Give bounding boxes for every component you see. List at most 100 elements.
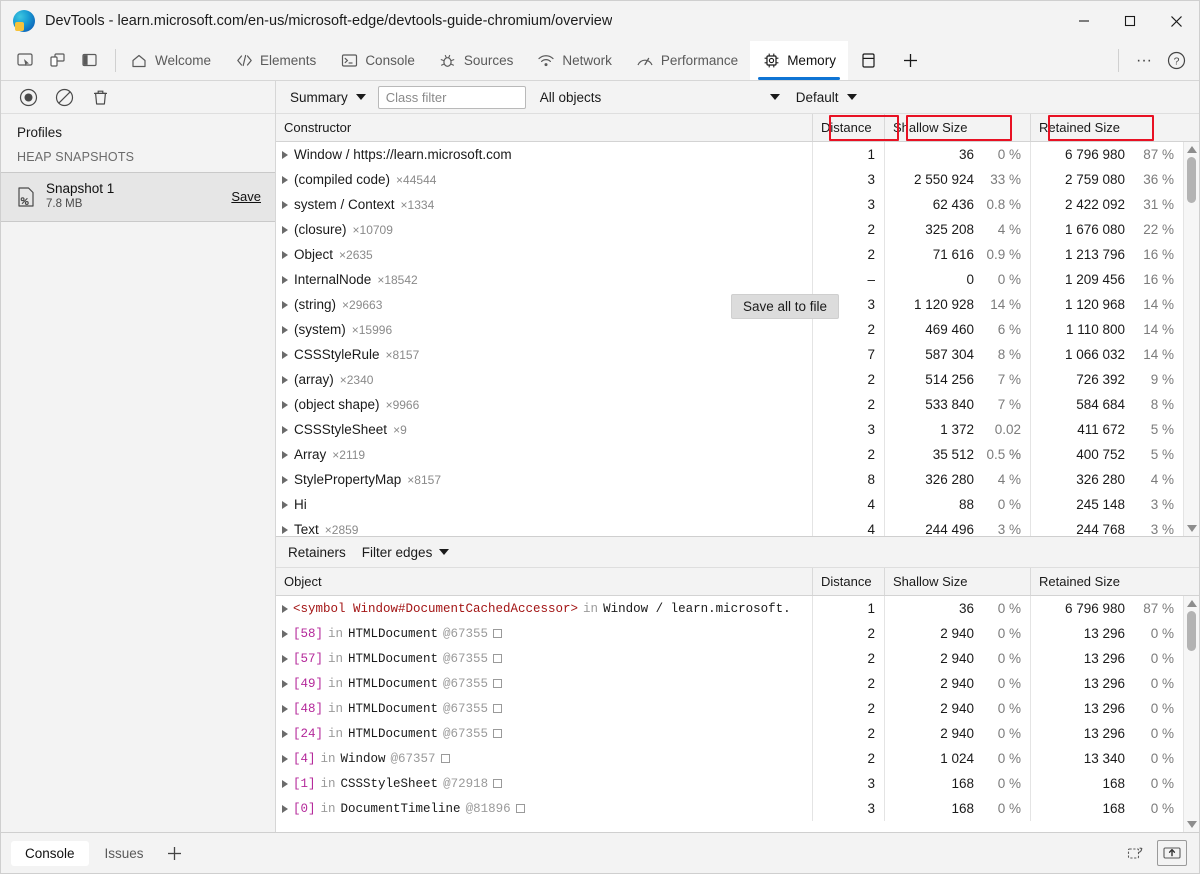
header-shallow-size[interactable]: Shallow Size [885, 114, 1031, 141]
expand-triangle-icon[interactable] [282, 500, 288, 509]
expand-triangle-icon[interactable] [282, 629, 288, 638]
trash-icon[interactable] [89, 86, 111, 108]
header-object[interactable]: Object [276, 568, 813, 595]
tab-performance[interactable]: Performance [624, 41, 750, 80]
expand-triangle-icon[interactable] [282, 275, 288, 284]
table-row[interactable]: Array ×2119 2 35 512 0.5 % 400 752 5 % [276, 442, 1183, 467]
drawer-toggle-button[interactable] [848, 41, 890, 80]
tab-network[interactable]: Network [525, 41, 624, 80]
retainers-scrollbar[interactable] [1183, 596, 1199, 832]
table-row[interactable]: [4] in Window @67357 2 1 024 0 % 13 340 0 % [276, 746, 1183, 771]
cell-object[interactable]: [0] in DocumentTimeline @81896 [276, 796, 813, 821]
expand-triangle-icon[interactable] [282, 300, 288, 309]
expand-triangle-icon[interactable] [282, 525, 288, 534]
expand-triangle-icon[interactable] [282, 779, 288, 788]
header-retainers-shallow-size[interactable]: Shallow Size [885, 568, 1031, 595]
view-select[interactable]: Summary [282, 90, 374, 105]
cell-constructor[interactable]: CSSStyleSheet ×9 [276, 417, 813, 442]
table-row[interactable]: (system) ×15996 2 469 460 6 % 1 110 800 14 % [276, 317, 1183, 342]
cell-constructor[interactable]: InternalNode ×18542 [276, 267, 813, 292]
expand-triangle-icon[interactable] [282, 375, 288, 384]
expand-triangle-icon[interactable] [282, 350, 288, 359]
expand-triangle-icon[interactable] [282, 175, 288, 184]
cell-object[interactable]: [58] in HTMLDocument @67355 [276, 621, 813, 646]
expand-triangle-icon[interactable] [282, 679, 288, 688]
header-retained-size[interactable]: Retained Size [1039, 120, 1120, 135]
expand-triangle-icon[interactable] [282, 150, 288, 159]
cell-object[interactable]: [48] in HTMLDocument @67355 [276, 696, 813, 721]
constructors-scrollbar[interactable] [1183, 142, 1199, 536]
table-row[interactable]: [48] in HTMLDocument @67355 2 2 940 0 % 13 296 0… [276, 696, 1183, 721]
expand-triangle-icon[interactable] [282, 654, 288, 663]
drawer-add-tab-button[interactable] [160, 838, 190, 868]
scrollbar-thumb[interactable] [1187, 157, 1196, 203]
cell-constructor[interactable]: (object shape) ×9966 [276, 392, 813, 417]
save-all-to-file-button[interactable]: Save all to file [731, 294, 840, 319]
close-button[interactable] [1153, 1, 1199, 41]
device-toolbar-icon[interactable] [43, 47, 71, 75]
drawer-tab-issues[interactable]: Issues [104, 845, 144, 861]
table-row[interactable]: StylePropertyMap ×8157 8 326 280 4 % 326 280 4… [276, 467, 1183, 492]
scroll-down-icon[interactable] [1186, 821, 1197, 828]
table-row[interactable]: <symbol Window#DocumentCachedAccessor> in… [276, 596, 1183, 621]
table-row[interactable]: [0] in DocumentTimeline @81896 3 168 0 % 168 0 % [276, 796, 1183, 821]
table-row[interactable]: CSSStyleRule ×8157 7 587 304 8 % 1 066 032 14 … [276, 342, 1183, 367]
snapshot-save-link[interactable]: Save [231, 189, 261, 205]
expand-triangle-icon[interactable] [282, 729, 288, 738]
table-row[interactable]: (array) ×2340 2 514 256 7 % 726 392 9 % [276, 367, 1183, 392]
cell-constructor[interactable]: (compiled code) ×44544 [276, 167, 813, 192]
inspect-icon[interactable] [11, 47, 39, 75]
expand-triangle-icon[interactable] [282, 400, 288, 409]
header-distance[interactable]: Distance [813, 114, 885, 141]
expand-triangle-icon[interactable] [282, 475, 288, 484]
header-constructor[interactable]: Constructor [276, 114, 813, 141]
expand-triangle-icon[interactable] [282, 704, 288, 713]
table-row[interactable]: Hi 4 88 0 % 245 148 3 % [276, 492, 1183, 517]
tab-sources[interactable]: Sources [427, 41, 526, 80]
scroll-up-icon[interactable] [1186, 146, 1197, 153]
table-row[interactable]: (object shape) ×9966 2 533 840 7 % 584 684 8 % [276, 392, 1183, 417]
add-panel-button[interactable] [890, 41, 932, 80]
expand-triangle-icon[interactable] [282, 225, 288, 234]
table-row[interactable]: [58] in HTMLDocument @67355 2 2 940 0 % 13 296 0… [276, 621, 1183, 646]
tab-elements[interactable]: Elements [223, 41, 328, 80]
snapshot-list-item[interactable]: Snapshot 1 7.8 MB Save [1, 172, 275, 222]
dock-side-icon[interactable] [75, 47, 103, 75]
table-row[interactable]: Text ×2859 4 244 496 3 % 244 768 3 % [276, 517, 1183, 536]
cell-constructor[interactable]: Text ×2859 [276, 517, 813, 536]
table-row[interactable]: [24] in HTMLDocument @67355 2 2 940 0 % 13 296 0… [276, 721, 1183, 746]
header-retainers-distance[interactable]: Distance [813, 568, 885, 595]
table-row[interactable]: (string) ×29663 3 1 120 928 14 % 1 120 968 14 … [276, 292, 1183, 317]
expand-triangle-icon[interactable] [282, 200, 288, 209]
minimize-button[interactable] [1061, 1, 1107, 41]
table-row[interactable]: Window / https://learn.microsoft.com 1 36 0… [276, 142, 1183, 167]
record-icon[interactable] [17, 86, 39, 108]
expand-triangle-icon[interactable] [282, 325, 288, 334]
clear-icon[interactable] [53, 86, 75, 108]
table-row[interactable]: [49] in HTMLDocument @67355 2 2 940 0 % 13 296 0… [276, 671, 1183, 696]
scroll-down-icon[interactable] [1186, 525, 1197, 532]
expand-triangle-icon[interactable] [282, 425, 288, 434]
cell-constructor[interactable]: (string) ×29663 [276, 292, 813, 317]
expand-triangle-icon[interactable] [282, 804, 288, 813]
tab-memory[interactable]: Memory [750, 41, 848, 80]
cell-constructor[interactable]: Window / https://learn.microsoft.com [276, 142, 813, 167]
table-row[interactable]: [1] in CSSStyleSheet @72918 3 168 0 % 168 0 % [276, 771, 1183, 796]
cell-constructor[interactable]: Hi [276, 492, 813, 517]
cell-object[interactable]: [49] in HTMLDocument @67355 [276, 671, 813, 696]
filter-edges-select[interactable]: Filter edges [362, 545, 450, 560]
cell-constructor[interactable]: (system) ×15996 [276, 317, 813, 342]
cell-constructor[interactable]: (array) ×2340 [276, 367, 813, 392]
cell-constructor[interactable]: (closure) ×10709 [276, 217, 813, 242]
table-row[interactable]: (compiled code) ×44544 3 2 550 924 33 % 2 759… [276, 167, 1183, 192]
expand-triangle-icon[interactable] [282, 250, 288, 259]
more-options-icon[interactable]: ··· [1136, 51, 1152, 69]
table-row[interactable]: CSSStyleSheet ×9 3 1 372 0.02 % 411 672 5 % [276, 417, 1183, 462]
cell-object[interactable]: <symbol Window#DocumentCachedAccessor> in… [276, 596, 813, 621]
refresh-trash-icon[interactable] [1121, 840, 1151, 866]
table-row[interactable]: Object ×2635 2 71 616 0.9 % 1 213 796 16 % [276, 242, 1183, 267]
cell-constructor[interactable]: system / Context ×1334 [276, 192, 813, 217]
tab-welcome[interactable]: Welcome [118, 41, 223, 80]
objects-filter-select[interactable]: All objects [530, 90, 788, 105]
drawer-tab-console[interactable]: Console [11, 840, 89, 866]
